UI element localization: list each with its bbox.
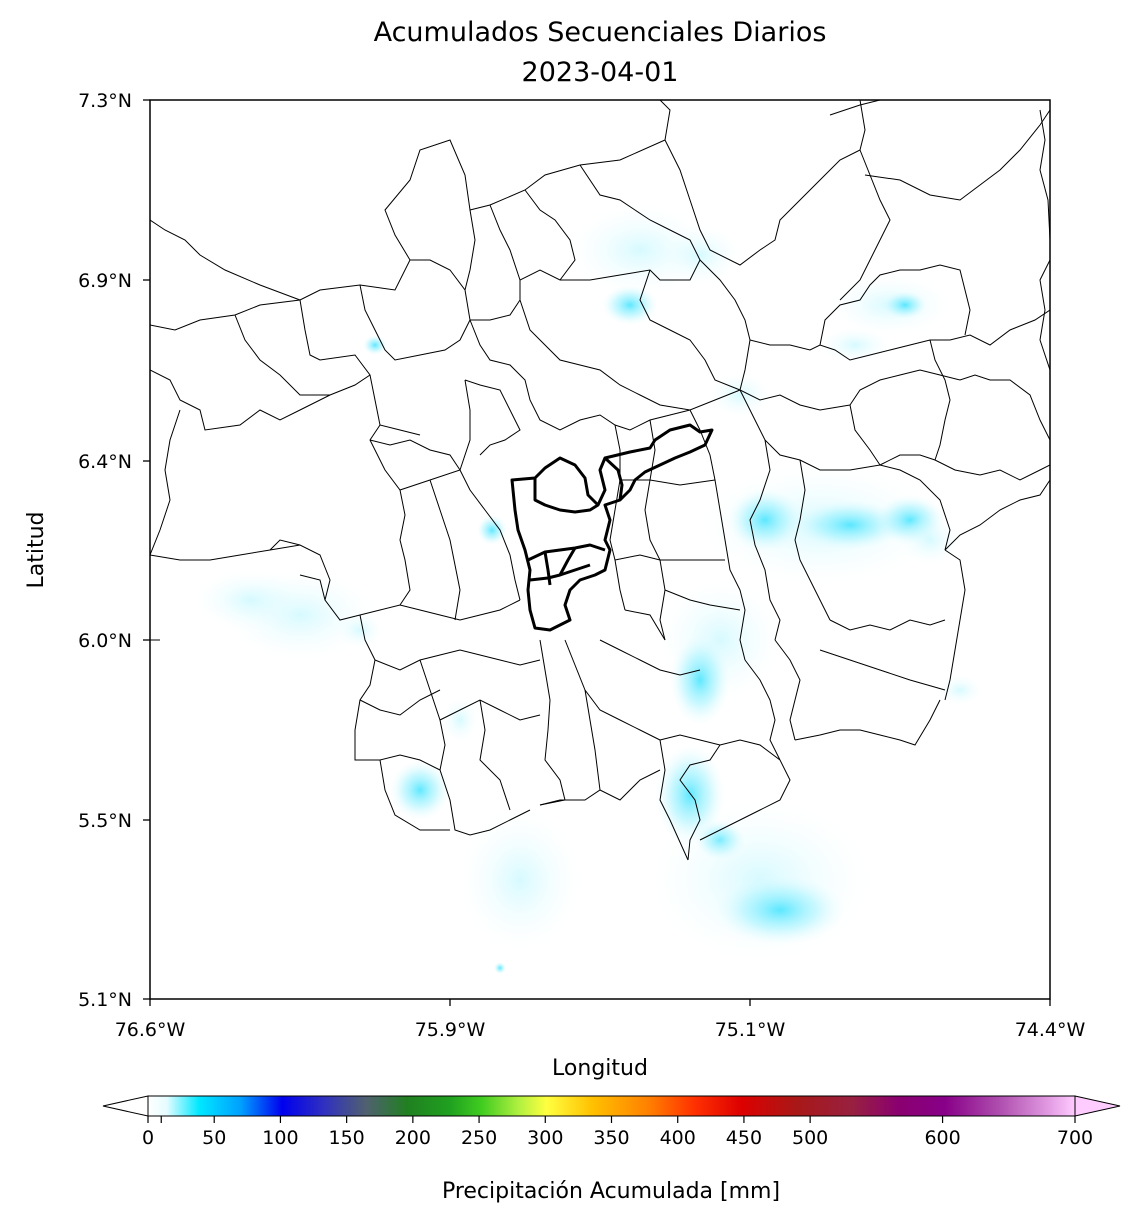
lat-tick-label: 7.3°N	[78, 90, 132, 112]
lat-tick-label: 6.0°N	[78, 630, 132, 652]
colorbar-tick-label: 0	[142, 1127, 154, 1149]
colorbar-tick-label: 600	[924, 1127, 960, 1149]
metro-area-boundaries	[510, 423, 714, 632]
lon-tick-label: 75.9°W	[415, 1019, 486, 1041]
y-axis-label: Latitud	[24, 511, 49, 588]
colorbar-tick-label: 250	[461, 1127, 497, 1149]
colorbar-tick-label: 100	[262, 1127, 298, 1149]
lon-tick-label: 75.1°W	[715, 1019, 786, 1041]
colorbar-tick-label: 500	[792, 1127, 828, 1149]
colorbar-gradient	[147, 1095, 1076, 1117]
municipal-boundaries	[150, 100, 1050, 861]
colorbar-tick-label: 150	[329, 1127, 365, 1149]
lat-tick-label: 5.1°N	[78, 989, 132, 1011]
lon-tick-label: 76.6°W	[115, 1019, 186, 1041]
colorbar-extend-min	[102, 1095, 149, 1117]
colorbar-label: Precipitación Acumulada [mm]	[442, 1179, 780, 1204]
colorbar-tick-label: 300	[527, 1127, 563, 1149]
colorbar-tick-label: 450	[726, 1127, 762, 1149]
colorbar-tick-label: 350	[593, 1127, 629, 1149]
x-axis-label: Longitud	[552, 1056, 648, 1081]
colorbar-tick-label: 700	[1057, 1127, 1093, 1149]
colorbar: 0 50 100 150 200 250 300 350 400 450 500 600 700 Pre…	[102, 1095, 1121, 1204]
axis-ticks	[143, 99, 1051, 1006]
lon-tick-label: 74.4°W	[1015, 1019, 1086, 1041]
colorbar-tick-label: 50	[202, 1127, 226, 1149]
colorbar-extend-max	[1074, 1095, 1121, 1117]
lat-tick-label: 5.5°N	[78, 810, 132, 832]
map-date: 2023-04-01	[521, 57, 679, 88]
lat-tick-label: 6.4°N	[78, 451, 132, 473]
map-title: Acumulados Secuenciales Diarios	[373, 17, 827, 48]
colorbar-tick-label: 200	[395, 1127, 431, 1149]
colorbar-tick-label: 400	[660, 1127, 696, 1149]
map-frame	[149, 99, 1051, 1000]
lat-tick-label: 6.9°N	[78, 270, 132, 292]
